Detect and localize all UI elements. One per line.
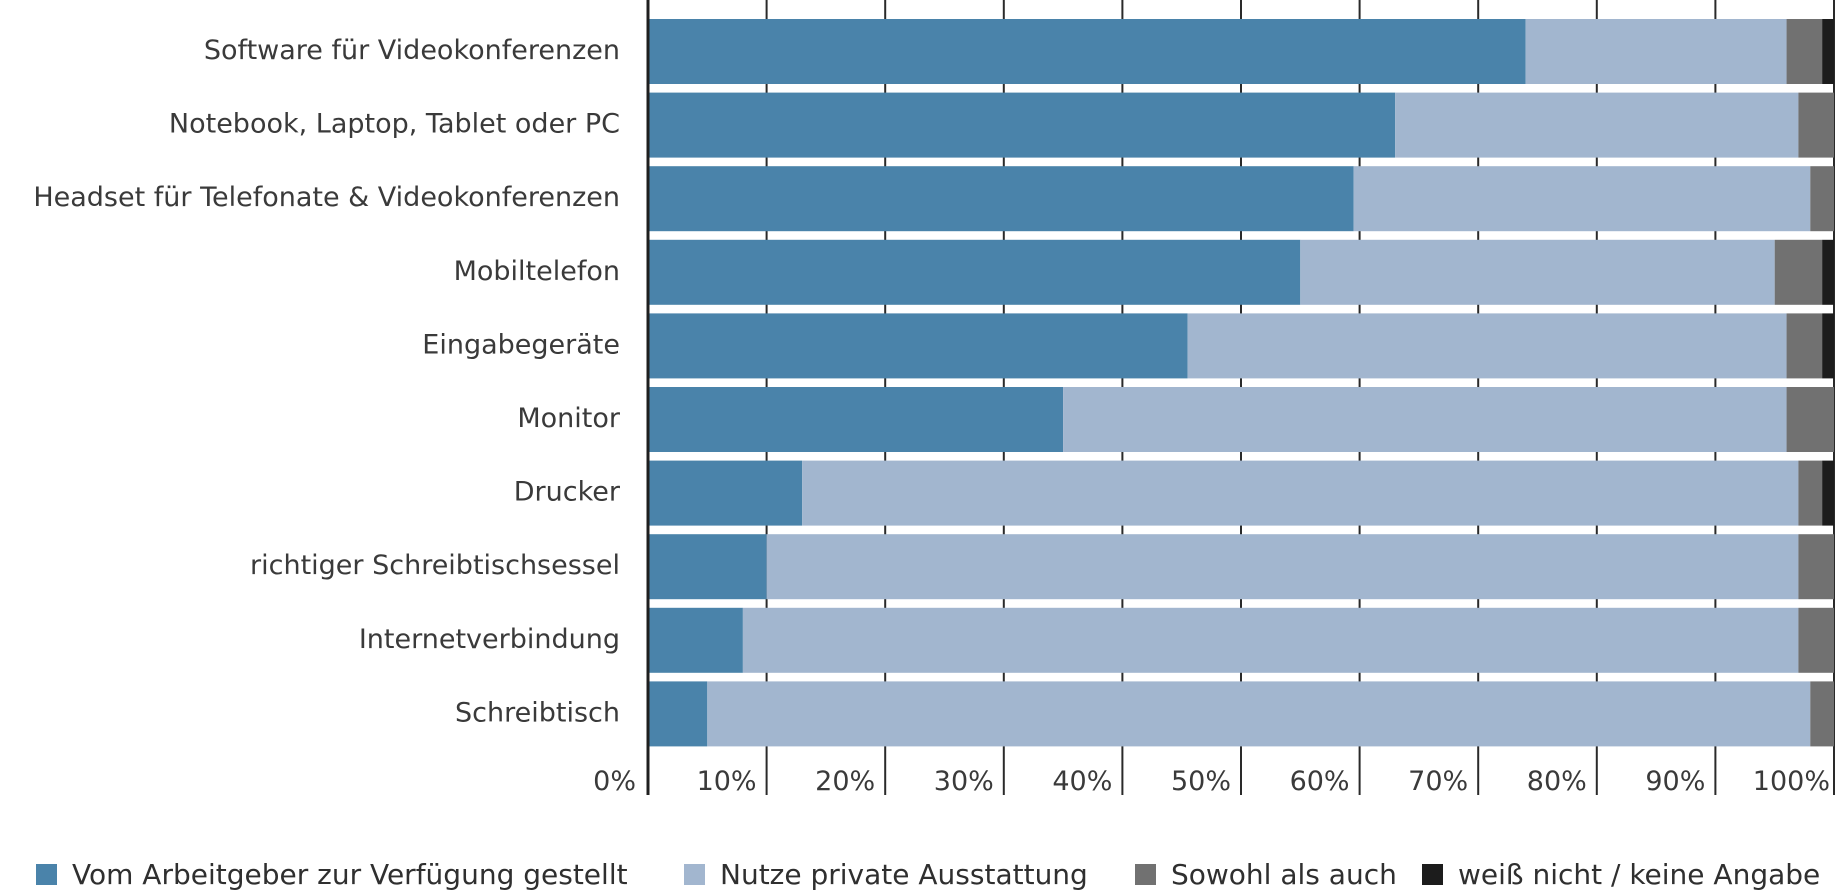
- x-tick-label: 50%: [1171, 766, 1231, 797]
- bar-segment: [648, 239, 1301, 305]
- x-tick-label: 100%: [1753, 766, 1830, 797]
- bar-segment: [1786, 313, 1823, 379]
- bar-segment: [1822, 239, 1834, 305]
- bar-segment: [648, 19, 1526, 84]
- legend-swatch: [36, 864, 57, 885]
- bars: [648, 19, 1834, 747]
- category-label: richtiger Schreibtischsessel: [250, 550, 620, 581]
- category-label: Mobiltelefon: [454, 256, 620, 287]
- bar-segment: [1786, 19, 1823, 84]
- legend: Vom Arbeitgeber zur Verfügung gestellt Nu…: [36, 858, 1820, 891]
- bar-segment: [648, 534, 767, 600]
- x-axis-ticks: 0% 10% 20% 30% 40% 50% 60% 70% 80% 90% 100%: [593, 766, 1830, 797]
- legend-swatch: [684, 864, 705, 885]
- category-label: Headset für Telefonate & Videokonferenze…: [33, 182, 620, 213]
- x-tick-label: 80%: [1527, 766, 1587, 797]
- bar-segment: [648, 313, 1188, 379]
- bar-segment: [1822, 19, 1834, 84]
- x-tick-label: 60%: [1290, 766, 1350, 797]
- bar-segment: [802, 460, 1799, 526]
- bar-segment: [1822, 313, 1834, 379]
- bar-segment: [1786, 387, 1834, 452]
- x-tick-label: 90%: [1645, 766, 1705, 797]
- legend-swatch: [1135, 864, 1156, 885]
- bar-segment: [1525, 19, 1787, 84]
- bar-segment: [1395, 92, 1799, 158]
- category-label: Software für Videokonferenzen: [204, 35, 620, 66]
- bar-segment: [648, 166, 1354, 232]
- bar-segment: [1810, 681, 1834, 747]
- bar-segment: [1798, 92, 1834, 158]
- x-tick-label: 40%: [1052, 766, 1112, 797]
- bar-segment: [1798, 460, 1823, 526]
- bar-segment: [648, 387, 1064, 452]
- x-tick-label: 0%: [593, 766, 636, 797]
- bar-segment: [1798, 534, 1834, 600]
- x-tick-label: 20%: [815, 766, 875, 797]
- bar-segment: [648, 607, 743, 673]
- legend-label: Sowohl als auch: [1171, 858, 1397, 891]
- bar-segment: [648, 681, 708, 747]
- bar-segment: [1810, 166, 1834, 232]
- bar-segment: [1798, 607, 1834, 673]
- x-tick-label: 30%: [934, 766, 994, 797]
- legend-swatch: [1422, 864, 1443, 885]
- bar-segment: [707, 681, 1811, 747]
- legend-label: weiß nicht / keine Angabe: [1458, 858, 1820, 891]
- bar-segment: [1822, 460, 1834, 526]
- x-tick-label: 70%: [1408, 766, 1468, 797]
- bar-segment: [766, 534, 1799, 600]
- bar-segment: [742, 607, 1799, 673]
- legend-label: Vom Arbeitgeber zur Verfügung gestellt: [72, 858, 628, 891]
- bar-segment: [1063, 387, 1787, 452]
- category-label: Eingabegeräte: [422, 329, 620, 360]
- x-tick-label: 10%: [697, 766, 757, 797]
- category-label: Monitor: [517, 403, 621, 434]
- category-label: Internetverbindung: [359, 624, 620, 655]
- category-label: Schreibtisch: [455, 697, 620, 728]
- bar-segment: [1774, 239, 1823, 305]
- category-labels: Software für Videokonferenzen Notebook, L…: [33, 35, 621, 728]
- bar-segment: [1300, 239, 1775, 305]
- category-label: Notebook, Laptop, Tablet oder PC: [169, 109, 620, 140]
- bar-segment: [1353, 166, 1811, 232]
- bar-segment: [1187, 313, 1787, 379]
- category-label: Drucker: [514, 477, 621, 508]
- bar-segment: [648, 460, 803, 526]
- bar-segment: [648, 92, 1396, 158]
- legend-label: Nutze private Ausstattung: [720, 858, 1088, 891]
